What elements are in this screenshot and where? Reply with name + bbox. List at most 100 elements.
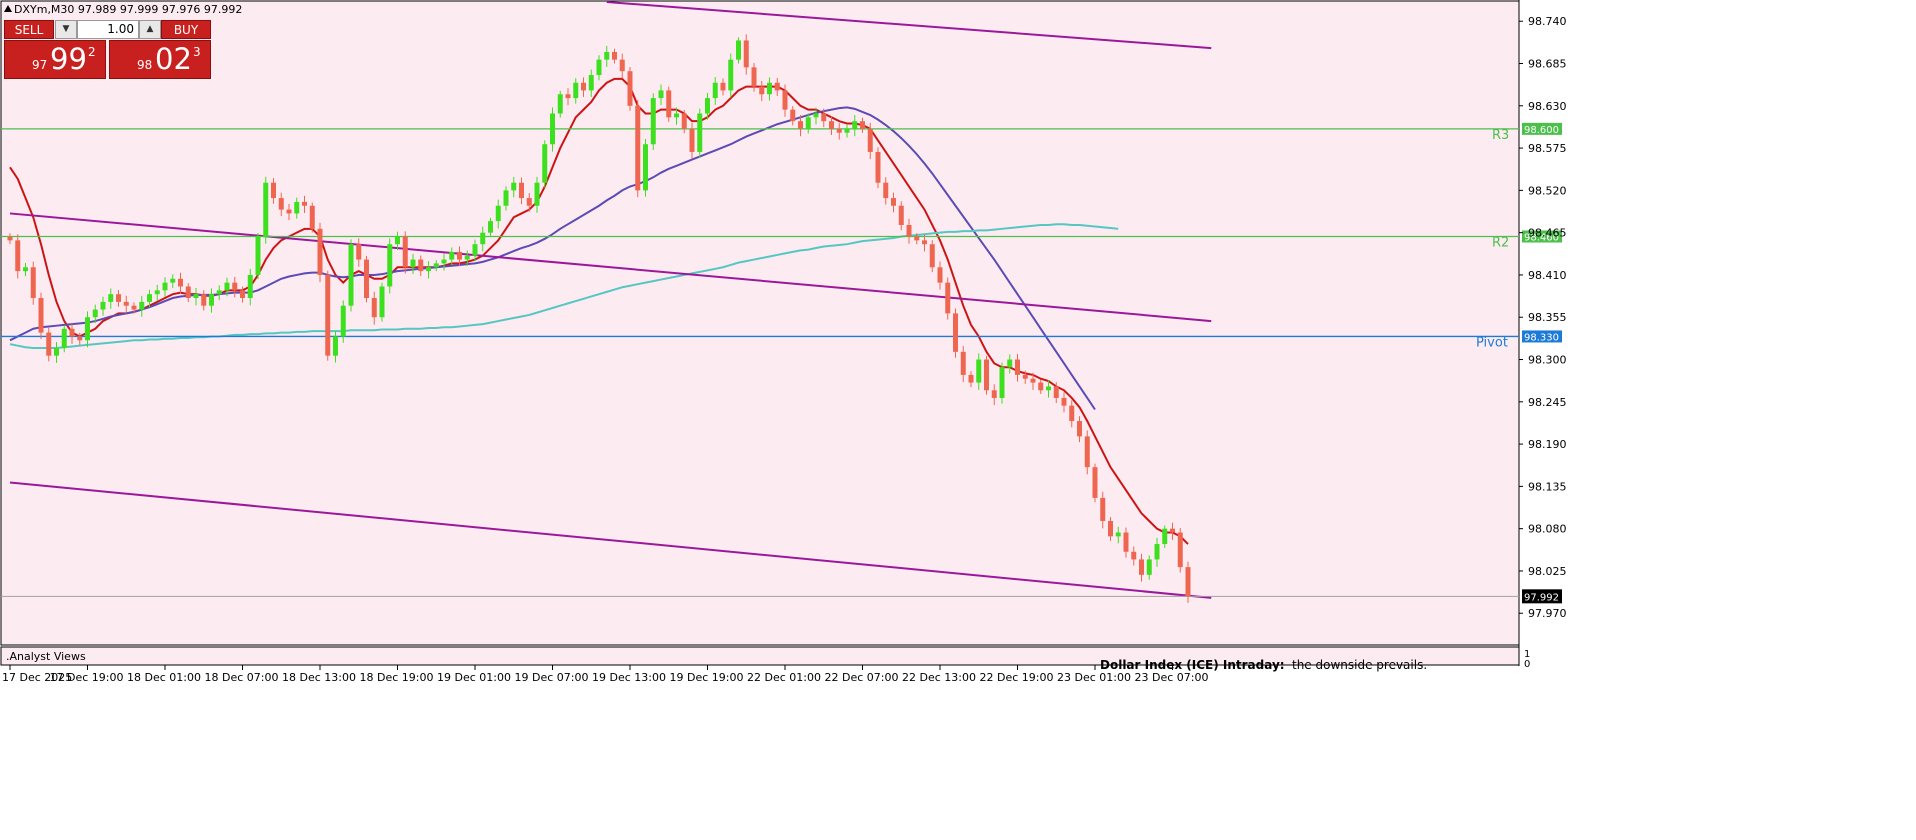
- bearish-candle: [906, 218, 912, 244]
- bearish-candle: [681, 109, 687, 134]
- sell-price-button[interactable]: 97 99 2: [4, 40, 106, 79]
- candle-body: [480, 232, 486, 245]
- candle-body: [441, 259, 447, 264]
- candle-body: [1015, 359, 1020, 375]
- volume-input[interactable]: 1.00: [77, 20, 139, 39]
- candle-body: [317, 228, 323, 275]
- current-price-box: [1522, 589, 1562, 604]
- candle-body: [216, 290, 222, 295]
- bearish-candle: [46, 327, 52, 362]
- candle-body: [309, 205, 315, 229]
- candle-body: [379, 286, 385, 318]
- channel-trendline[interactable]: [606, 1, 1212, 50]
- candle-body: [15, 240, 21, 272]
- candle-body: [178, 278, 183, 287]
- candle-body: [1115, 532, 1121, 537]
- triangle-up-icon: ▲: [146, 24, 154, 34]
- candle-body: [224, 282, 230, 291]
- bearish-candle: [178, 272, 183, 294]
- bearish-candle: [898, 201, 904, 231]
- channel-trendline[interactable]: [9, 481, 1212, 599]
- candle-body: [1084, 436, 1090, 468]
- bullish-candle: [170, 274, 176, 289]
- candle-body: [883, 182, 889, 199]
- bearish-candle: [77, 332, 83, 345]
- bullish-candle: [844, 124, 850, 138]
- main-plot-area[interactable]: [0, 0, 1520, 646]
- bearish-candle: [1053, 382, 1059, 404]
- bullish-candle: [395, 231, 400, 251]
- bearish-candle: [1077, 416, 1082, 443]
- y-tick-label: 98.630: [1528, 100, 1567, 113]
- candle-body: [689, 128, 695, 152]
- candle-body: [798, 121, 803, 129]
- bullish-candle: [511, 176, 517, 198]
- candle-body: [147, 294, 152, 302]
- bullish-candle: [697, 108, 703, 158]
- candle-body: [767, 82, 772, 95]
- bearish-candle: [914, 233, 920, 245]
- candle-body: [457, 251, 462, 260]
- candle-body: [736, 40, 741, 60]
- bearish-candle: [1131, 546, 1137, 566]
- buy-price-button[interactable]: 98 02 3: [109, 40, 211, 79]
- bearish-candle: [364, 255, 369, 303]
- candle-body: [805, 117, 811, 129]
- channel-trendline[interactable]: [9, 212, 1212, 323]
- candle-body: [627, 71, 633, 106]
- candle-body: [681, 113, 687, 129]
- bullish-candle: [813, 107, 819, 125]
- bullish-candle: [92, 304, 98, 324]
- volume-increase-button[interactable]: ▲: [139, 20, 161, 39]
- volume-decrease-button[interactable]: ▼: [55, 20, 77, 39]
- candle-body: [232, 282, 238, 291]
- candle-body: [906, 224, 912, 237]
- sell-price-prefix: 97: [32, 58, 48, 72]
- candle-body: [821, 113, 827, 122]
- bearish-candle: [69, 322, 75, 344]
- candle-body: [356, 244, 362, 260]
- y-tick-label: 98.245: [1528, 396, 1567, 409]
- candle-body: [596, 59, 602, 76]
- bullish-candle: [767, 77, 772, 101]
- y-tick-label: 98.135: [1528, 480, 1567, 493]
- bullish-candle: [1154, 537, 1160, 567]
- moving-average-line: [9, 106, 1096, 411]
- bearish-candle: [371, 291, 377, 325]
- candle-body: [581, 82, 586, 91]
- candle-body: [38, 298, 44, 333]
- bearish-candle: [790, 106, 796, 126]
- bearish-candle: [782, 84, 788, 117]
- bullish-candle: [162, 277, 168, 297]
- level-price-label: 98.600: [1524, 125, 1559, 136]
- x-tick-label: 18 Dec 19:00: [360, 671, 434, 684]
- sell-button[interactable]: SELL: [4, 20, 54, 39]
- bearish-candle: [798, 115, 803, 137]
- candle-body: [860, 121, 865, 129]
- bullish-candle: [674, 107, 679, 125]
- level-price-box: [1522, 330, 1562, 343]
- buy-button[interactable]: BUY: [161, 20, 211, 39]
- y-tick-label: 98.740: [1528, 15, 1567, 28]
- bullish-candle: [658, 84, 664, 106]
- candle-body: [23, 267, 28, 272]
- candle-body: [108, 294, 114, 302]
- bearish-candle: [581, 77, 586, 97]
- candle-body: [286, 209, 292, 214]
- buy-price-prefix: 98: [137, 58, 153, 72]
- bearish-candle: [922, 234, 927, 252]
- bearish-candle: [689, 122, 695, 160]
- candle-body: [154, 290, 160, 295]
- candle-body: [30, 267, 36, 299]
- bearish-candle: [1185, 561, 1191, 603]
- bearish-candle: [1177, 528, 1183, 573]
- bearish-candle: [836, 123, 842, 140]
- candle-body: [1108, 520, 1113, 537]
- bullish-candle: [557, 90, 563, 118]
- bullish-candle: [534, 176, 540, 213]
- candle-body: [495, 205, 501, 222]
- x-tick-label: 22 Dec 13:00: [902, 671, 976, 684]
- candle-body: [54, 347, 59, 356]
- triangle-down-icon: ▼: [62, 24, 70, 34]
